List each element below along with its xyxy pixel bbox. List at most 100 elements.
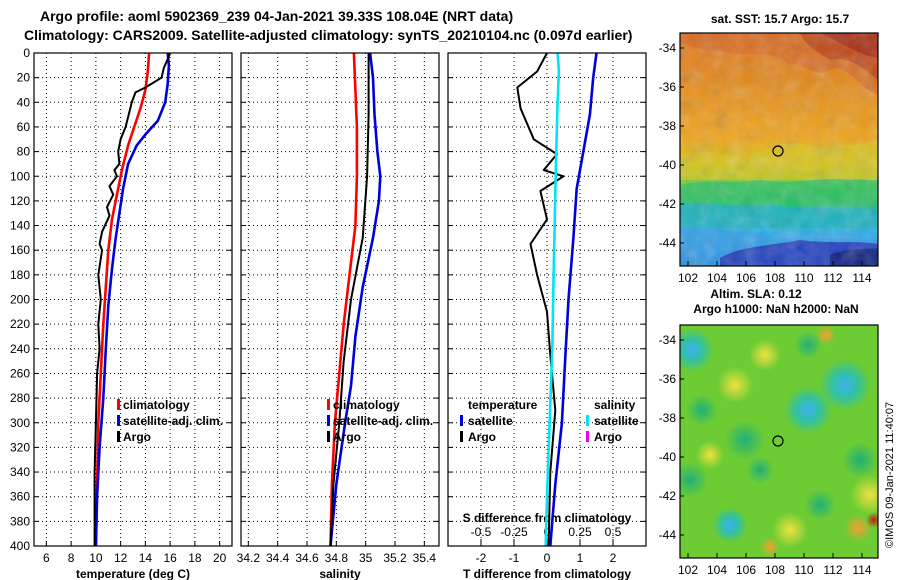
y-tick-label: 340 (10, 465, 30, 479)
lon-tick-label: 102 (678, 563, 698, 577)
lon-tick-label: 108 (765, 563, 785, 577)
lat-tick-label: -38 (659, 411, 677, 425)
y-tick-label: 400 (10, 539, 30, 553)
legend-swatch-sal-satellite (586, 415, 589, 426)
sla-argo-location-marker (772, 435, 784, 447)
x-tick-label: 35.4 (413, 551, 437, 565)
header-line-2: Climatology: CARS2009. Satellite-adjuste… (24, 27, 632, 43)
y-tick-label: 120 (10, 194, 30, 208)
legend-swatch-satellite (327, 415, 330, 426)
lon-tick-label: 114 (852, 271, 871, 285)
lat-tick-label: -36 (659, 372, 677, 386)
y-tick-label: 260 (10, 366, 30, 380)
plot-frame (240, 52, 440, 547)
y-tick-label: 140 (10, 219, 30, 233)
x-tick-label: 6 (43, 551, 50, 565)
series-line-temperature-satellite (549, 52, 598, 547)
imos-credit: ©IMOS 09-Jan-2021 11:40:07 (884, 402, 896, 548)
legend-swatch-temp-argo (460, 431, 463, 442)
x-tick-label: 12 (114, 551, 128, 565)
x2-tick-label: 0.5 (605, 525, 622, 539)
x-tick-label: 34.6 (295, 551, 319, 565)
x-tick-label: 2 (610, 551, 617, 565)
y-tick-label: 60 (17, 120, 31, 134)
lat-tick-label: -36 (659, 80, 677, 94)
lon-tick-label: 112 (823, 271, 842, 285)
sst-argo-location-marker (772, 145, 784, 157)
lat-tick-label: -42 (659, 197, 677, 211)
lon-tick-label: 110 (794, 271, 813, 285)
y-tick-label: 300 (10, 416, 30, 430)
lon-tick-label: 108 (765, 271, 785, 285)
legend-title-salinity: salinity (594, 398, 636, 412)
lon-tick-label: 110 (794, 563, 813, 577)
series-line-climatology (94, 52, 151, 547)
legend-label-temp-satellite: satellite (468, 414, 513, 428)
y-tick-label: 0 (23, 46, 30, 60)
x-tick-label: 1 (577, 551, 584, 565)
series-line-argo (329, 53, 370, 547)
lat-tick-label: -40 (659, 158, 677, 172)
series-line-salinity-satellite (544, 52, 561, 547)
y-tick-label: 20 (17, 71, 31, 85)
legend-swatch-climatology (327, 399, 330, 410)
x-tick-label: 14 (139, 551, 153, 565)
series-line-climatology (329, 52, 359, 547)
legend-label-climatology: climatology (123, 398, 190, 412)
lon-tick-label: 104 (707, 563, 727, 577)
x-tick-label: 34.4 (266, 551, 290, 565)
lat-tick-label: -38 (659, 119, 677, 133)
x-axis-label: T difference from climatology (463, 567, 631, 580)
x-tick-label: 35.2 (383, 551, 407, 565)
legend-swatch-argo (327, 431, 330, 442)
x-tick-label: 34.8 (325, 551, 349, 565)
temperature-legend: climatology satellite-adj. clim. Argo (117, 398, 223, 444)
legend-swatch-satellite (117, 415, 120, 426)
legend-title-temperature: temperature (468, 398, 538, 412)
salinity-profile-chart: 34.2 34.4 34.6 34.8 35 35.2 35.4 salinity (237, 52, 440, 580)
y-tick-label: 280 (10, 391, 30, 405)
difference-legend: temperature satellite Argo salinity sate… (460, 398, 639, 444)
legend-label-satellite: satellite-adj. clim. (123, 414, 223, 428)
x-tick-label: 16 (163, 551, 177, 565)
sla-map-title: Argo h1000: NaN h2000: NaN (693, 302, 858, 316)
difference-profile-chart: -2 -1 0 1 2-0.5 -0.25 0 0.25 0.5S difference fro… (447, 52, 647, 580)
y-tick-label: 100 (10, 169, 30, 183)
lat-tick-label: -44 (659, 236, 677, 250)
lat-tick-label: -44 (659, 528, 677, 542)
sla-map-frame (679, 324, 879, 559)
y-tick-label: 80 (17, 145, 31, 159)
legend-swatch-climatology (117, 399, 120, 410)
plot-frame (33, 52, 233, 547)
y-tick-label: 40 (17, 95, 31, 109)
plot-frame (447, 52, 647, 547)
x-axis-label: temperature (deg C) (76, 567, 190, 580)
series-line-argo (93, 52, 172, 546)
series-line-satellite-adj-clim- (329, 52, 382, 547)
x2-tick-label: 0.25 (568, 525, 592, 539)
legend-swatch-temp-satellite (460, 415, 463, 426)
x-tick-label: 34.2 (237, 551, 261, 565)
y-tick-label: 180 (10, 268, 30, 282)
legend-label-climatology: climatology (333, 398, 400, 412)
lat-tick-label: -34 (659, 41, 677, 55)
sla-map-subtitle: Altim. SLA: 0.12 (710, 287, 802, 301)
sst-map (680, 33, 878, 266)
map-axes: 102 104 106 108 110 112 114 -34 -36 -38 -40 -42 -44 1… (659, 41, 872, 577)
x-tick-label: -2 (476, 551, 487, 565)
lon-tick-label: 104 (707, 271, 727, 285)
x-tick-label: 20 (213, 551, 227, 565)
header-line-1: Argo profile: aoml 5902369_239 04-Jan-20… (40, 8, 513, 24)
temperature-profile-chart: 6 8 10 12 14 16 18 2002040608010012014016018020… (10, 46, 233, 580)
x-tick-label: 18 (188, 551, 202, 565)
y-tick-label: 220 (10, 317, 30, 331)
salinity-legend: climatology satellite-adj. clim. Argo (327, 398, 433, 444)
lat-tick-label: -40 (659, 450, 677, 464)
lat-tick-label: -42 (659, 489, 677, 503)
legend-swatch-argo (117, 431, 120, 442)
y-tick-label: 360 (10, 490, 30, 504)
x-tick-label: -1 (509, 551, 520, 565)
lon-tick-label: 106 (736, 563, 756, 577)
x-tick-label: 35 (359, 551, 373, 565)
